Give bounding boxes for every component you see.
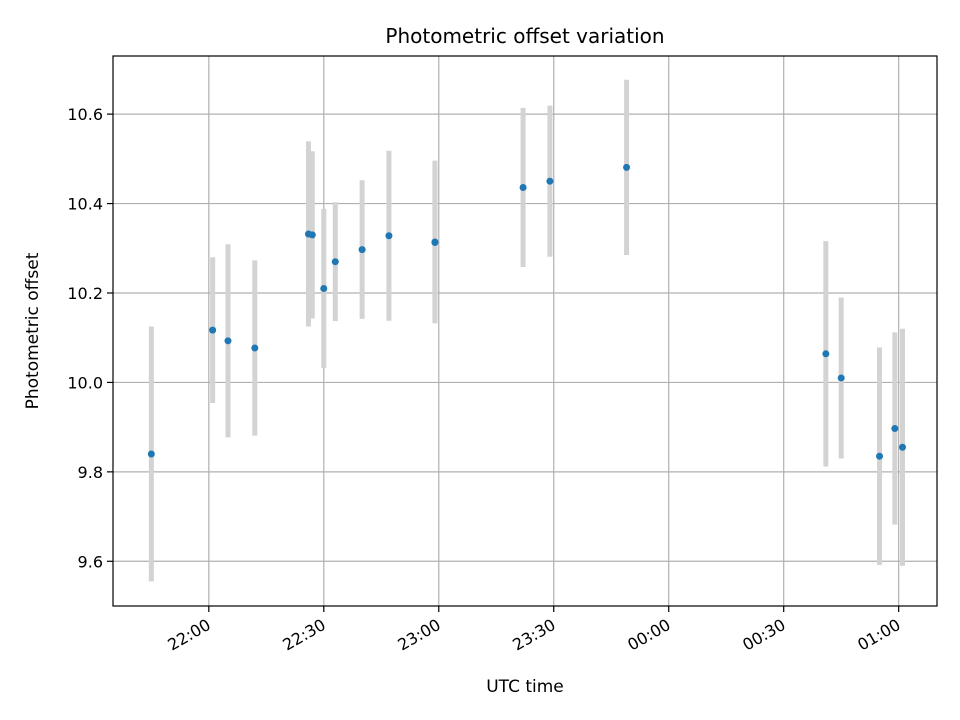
data-point — [431, 238, 439, 246]
x-axis-title: UTC time — [486, 677, 564, 697]
data-point — [308, 231, 316, 239]
data-points — [147, 163, 907, 460]
data-point — [623, 163, 631, 171]
data-point — [385, 232, 393, 240]
y-axis-ticks: 9.6 9.8 10.0 10.2 10.4 10.6 — [67, 105, 113, 571]
data-point — [209, 326, 217, 334]
data-point — [358, 246, 366, 254]
data-point — [224, 337, 232, 345]
chart-title: Photometric offset variation — [385, 24, 664, 48]
y-tick-label: 9.8 — [78, 463, 103, 482]
data-point — [822, 350, 830, 358]
y-tick-label: 10.4 — [67, 195, 103, 214]
data-point — [546, 177, 554, 185]
plot-frame — [112, 55, 938, 607]
y-tick-label: 10.6 — [67, 105, 103, 124]
y-tick-label: 10.2 — [67, 284, 103, 303]
data-point — [320, 285, 328, 293]
data-point — [519, 183, 527, 191]
data-point — [891, 424, 899, 432]
data-point — [331, 258, 339, 266]
data-point — [899, 443, 907, 451]
data-point — [251, 344, 259, 352]
data-point — [876, 452, 884, 460]
y-tick-label: 10.0 — [67, 373, 103, 392]
data-point — [147, 450, 155, 458]
y-axis-title: Photometric offset — [23, 252, 43, 409]
y-tick-label: 9.6 — [78, 552, 103, 571]
data-point — [837, 374, 845, 382]
